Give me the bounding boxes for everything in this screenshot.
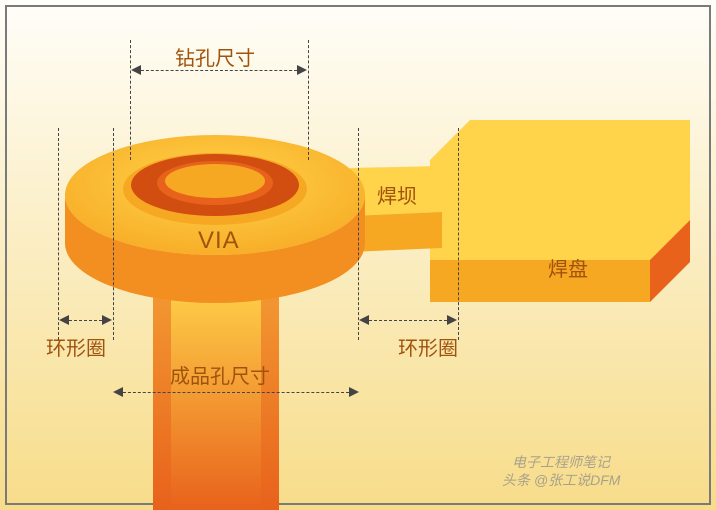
watermark-line1: 电子工程师笔记 <box>512 452 610 472</box>
label-weld-dam: 焊坝 <box>377 180 417 209</box>
label-annular-left: 环形圈 <box>46 332 106 361</box>
label-drill-size: 钻孔尺寸 <box>175 42 255 71</box>
diagram-canvas: 钻孔尺寸 VIA 焊坝 焊盘 环形圈 环形圈 成品孔尺寸 电子工程师笔记 头条 … <box>0 0 716 510</box>
label-pad: 焊盘 <box>548 253 588 282</box>
label-via: VIA <box>198 227 240 255</box>
watermark-line2: 头条 @张工说DFM <box>502 470 620 490</box>
label-finished-hole: 成品孔尺寸 <box>170 360 270 389</box>
label-annular-right: 环形圈 <box>398 332 458 361</box>
